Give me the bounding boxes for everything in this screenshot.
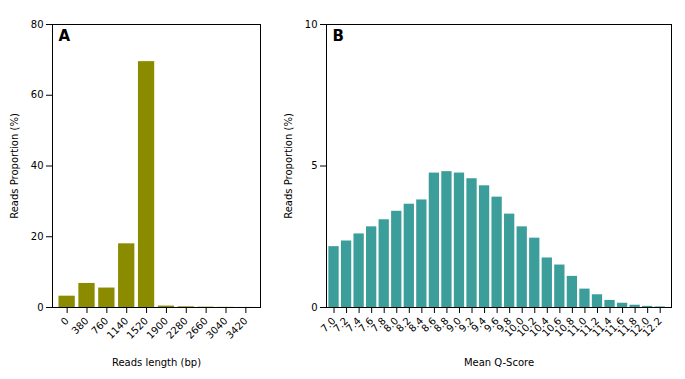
svg-text:9.4: 9.4 [469, 315, 489, 335]
svg-text:10.8: 10.8 [552, 315, 577, 339]
svg-text:8.6: 8.6 [419, 315, 439, 335]
svg-text:10.4: 10.4 [527, 315, 551, 339]
svg-text:7.8: 7.8 [368, 315, 388, 335]
svg-text:11.4: 11.4 [590, 315, 614, 339]
svg-text:7.4: 7.4 [343, 315, 363, 335]
svg-text:7.2: 7.2 [331, 315, 351, 335]
svg-text:0: 0 [311, 302, 317, 313]
svg-text:8.2: 8.2 [394, 315, 413, 335]
svg-text:1140: 1140 [105, 315, 131, 341]
svg-text:10.2: 10.2 [514, 315, 539, 339]
svg-text:7.6: 7.6 [356, 315, 376, 335]
svg-text:10: 10 [305, 19, 318, 30]
svg-text:12.2: 12.2 [640, 315, 664, 339]
svg-text:80: 80 [31, 19, 44, 30]
svg-text:8.4: 8.4 [406, 315, 426, 335]
svg-text:10.0: 10.0 [502, 315, 526, 339]
svg-text:1520: 1520 [124, 315, 150, 341]
svg-text:Mean Q-Score: Mean Q-Score [464, 357, 534, 368]
svg-text:10.6: 10.6 [540, 315, 564, 339]
svg-text:380: 380 [69, 315, 90, 336]
svg-text:760: 760 [89, 315, 111, 337]
svg-text:11.8: 11.8 [615, 315, 639, 339]
svg-text:9.0: 9.0 [444, 315, 464, 335]
svg-text:9.2: 9.2 [456, 315, 476, 335]
svg-text:3040: 3040 [204, 315, 230, 341]
svg-text:Reads Proportion (%): Reads Proportion (%) [283, 113, 294, 219]
svg-text:1900: 1900 [144, 315, 170, 341]
svg-text:11.6: 11.6 [602, 315, 627, 339]
svg-text:7.0: 7.0 [318, 315, 338, 335]
svg-text:9.6: 9.6 [481, 315, 501, 335]
svg-text:60: 60 [31, 89, 44, 100]
svg-text:2280: 2280 [164, 315, 190, 341]
svg-text:Reads length (bp): Reads length (bp) [112, 357, 201, 368]
svg-text:0: 0 [37, 302, 43, 313]
svg-text:5: 5 [311, 160, 317, 171]
svg-text:12.0: 12.0 [627, 315, 652, 339]
svg-text:40: 40 [31, 160, 44, 171]
svg-text:2660: 2660 [184, 315, 210, 341]
svg-text:11.0: 11.0 [565, 315, 589, 339]
svg-text:Reads Proportion (%): Reads Proportion (%) [9, 113, 20, 219]
svg-text:11.2: 11.2 [577, 315, 602, 339]
svg-text:B: B [333, 27, 344, 45]
svg-text:20: 20 [31, 231, 44, 242]
svg-text:3420: 3420 [224, 315, 250, 341]
svg-text:A: A [59, 27, 71, 45]
svg-text:9.8: 9.8 [494, 315, 514, 335]
svg-text:8.8: 8.8 [431, 315, 451, 335]
svg-text:0: 0 [59, 315, 71, 327]
svg-text:8.0: 8.0 [381, 315, 401, 335]
